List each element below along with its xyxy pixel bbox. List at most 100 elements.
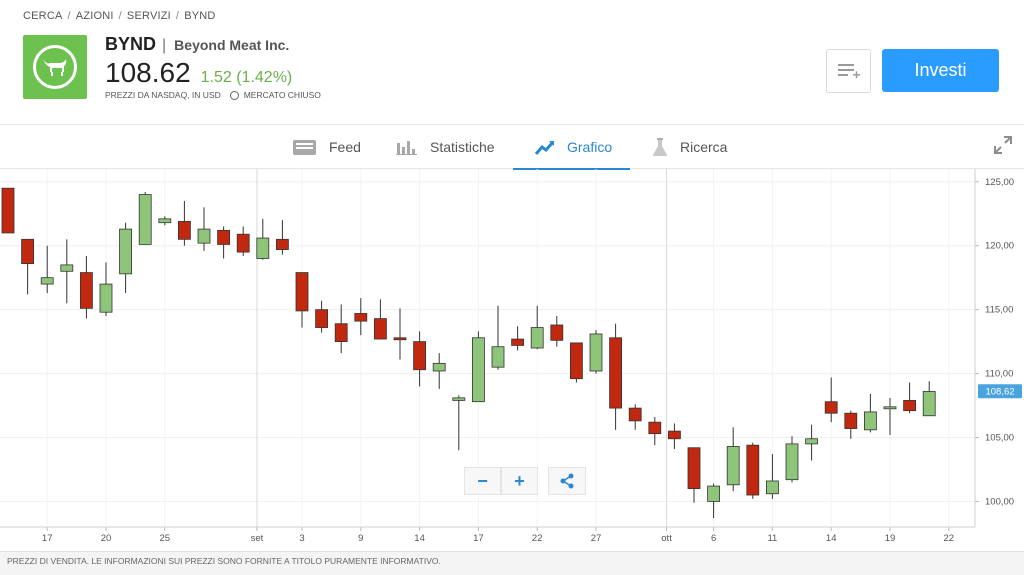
candle: [40, 277, 54, 285]
x-tick-label: 14: [826, 533, 837, 544]
candle: [334, 323, 348, 343]
candle: [236, 233, 250, 253]
tab-label: Grafico: [567, 139, 613, 155]
candle: [550, 324, 564, 341]
x-tick-label: 3: [299, 533, 304, 544]
zoom-out-button[interactable]: −: [464, 467, 501, 495]
candle: [511, 338, 525, 346]
x-tick-label: 14: [414, 533, 425, 544]
price-chart[interactable]: 100,00 105,00 110,00 115,00 120,00 125,00 17 20…: [0, 169, 1024, 551]
candle: [746, 444, 760, 496]
tab-grafico[interactable]: Grafico: [513, 125, 630, 170]
breadcrumb-separator: /: [118, 10, 122, 22]
candle: [844, 412, 858, 429]
candle: [177, 221, 191, 240]
x-tick-label: 22: [532, 533, 543, 544]
breadcrumb-item-current: BYND: [184, 10, 216, 22]
y-tick-label: 100,00: [985, 496, 1014, 507]
add-to-list-icon: [837, 64, 860, 79]
y-tick-label: 115,00: [985, 305, 1013, 316]
breadcrumb-item-cerca[interactable]: CERCA: [23, 10, 63, 22]
company-name: Beyond Meat Inc.: [174, 37, 290, 53]
candle: [99, 283, 113, 313]
candle: [805, 438, 818, 445]
candle: [726, 446, 740, 486]
footer-disclaimer: PREZZI DI VENDITA. LE INFORMAZIONI SUI P…: [0, 551, 1024, 575]
stats-icon: [396, 139, 418, 155]
candle: [295, 272, 309, 312]
candle: [785, 443, 799, 481]
candle: [60, 264, 74, 272]
candle: [864, 411, 877, 431]
clock-icon: [229, 90, 239, 100]
breadcrumb-item-azioni[interactable]: AZIONI: [75, 10, 114, 22]
x-tick-label: 19: [885, 533, 896, 544]
company-logo: [23, 35, 87, 99]
x-tick-label: 17: [473, 533, 484, 544]
candle: [315, 309, 329, 328]
ticker-symbol: BYND: [105, 34, 157, 54]
y-tick-label: 110,00: [985, 369, 1013, 380]
breadcrumb: CERCA / AZIONI / SERVIZI / BYND: [23, 10, 216, 22]
price-row: 108.62 1.52 (1.42%): [105, 57, 292, 89]
zoom-in-button[interactable]: +: [501, 467, 538, 495]
tab-label: Statistiche: [430, 139, 495, 155]
candle: [628, 407, 642, 422]
candle: [452, 397, 466, 401]
candle: [883, 406, 897, 410]
research-icon: [652, 137, 668, 157]
tab-label: Feed: [329, 139, 361, 155]
y-tick-label: 125,00: [985, 177, 1014, 188]
zoom-controls: − +: [464, 467, 538, 495]
candle: [197, 228, 211, 244]
candle: [158, 218, 172, 224]
tab-statistiche[interactable]: Statistiche: [396, 125, 495, 169]
candle: [1, 187, 15, 234]
y-tick-label: 105,00: [985, 433, 1014, 444]
candle: [471, 337, 485, 403]
x-tick-label: 22: [944, 533, 955, 544]
candle: [707, 485, 720, 502]
candle: [217, 229, 231, 245]
candle: [609, 337, 622, 409]
x-tick-label: 20: [101, 533, 112, 544]
candle: [393, 337, 407, 341]
last-price-label: 108,62: [985, 387, 1014, 398]
x-tick-label: 17: [42, 533, 53, 544]
bull-logo-icon: [33, 45, 77, 89]
x-tick-label: 6: [711, 533, 716, 544]
tab-bar: Feed Statistiche Grafico Ricerca: [0, 124, 1024, 170]
candle: [119, 228, 132, 275]
candle: [491, 346, 505, 368]
tab-ricerca[interactable]: Ricerca: [652, 125, 727, 169]
candle: [687, 447, 701, 490]
x-tick-label: 25: [160, 533, 171, 544]
candle: [21, 238, 35, 265]
y-tick-label: 120,00: [985, 241, 1014, 252]
fullscreen-icon[interactable]: [994, 136, 1012, 159]
tab-label: Ricerca: [680, 139, 728, 155]
candlestick-chart[interactable]: 100,00 105,00 110,00 115,00 120,00 125,00 17 20…: [0, 169, 1024, 551]
candle: [354, 313, 368, 322]
price-meta: PREZZI DA NASDAQ, IN USD MERCATO CHIUSO: [105, 90, 321, 100]
share-icon: [560, 473, 574, 489]
candle: [413, 341, 427, 371]
tab-feed[interactable]: Feed: [293, 125, 361, 169]
candle: [922, 391, 936, 417]
market-status: MERCATO CHIUSO: [243, 90, 321, 100]
candle: [138, 194, 152, 245]
invest-button[interactable]: Investi: [882, 49, 999, 92]
candle: [766, 480, 779, 495]
add-to-watchlist-button[interactable]: [826, 49, 871, 93]
candle: [80, 272, 93, 309]
candle: [589, 333, 603, 372]
last-price-marker: [978, 384, 1022, 399]
current-price: 108.62: [105, 57, 191, 88]
chart-icon: [535, 139, 555, 155]
share-button[interactable]: [548, 467, 586, 495]
feed-icon: [293, 138, 317, 156]
candle: [824, 401, 838, 414]
breadcrumb-item-servizi[interactable]: SERVIZI: [126, 10, 171, 22]
title-separator: |: [162, 37, 167, 54]
x-tick-label: 9: [358, 533, 363, 544]
